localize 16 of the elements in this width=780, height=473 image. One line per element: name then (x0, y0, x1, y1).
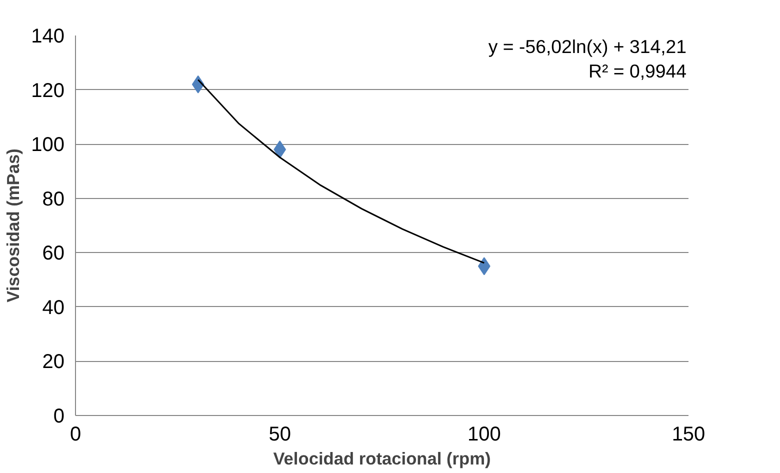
y-tick-label: 100 (31, 134, 65, 156)
x-tick-label: 50 (268, 424, 291, 446)
y-tick-label: 40 (42, 296, 65, 319)
annotation: R² = 0,9944 (588, 60, 687, 82)
x-tick-label: 0 (70, 424, 82, 446)
y-tick-label: 0 (53, 406, 64, 428)
x-tick-label: 150 (672, 424, 706, 446)
x-tick-label: 100 (467, 424, 501, 446)
y-tick-label: 120 (31, 80, 65, 102)
y-axis-title: Viscosidad (mPas) (3, 148, 24, 302)
annotation: y = -56,02ln(x) + 314,21 (488, 36, 687, 58)
y-tick-label: 60 (42, 242, 65, 265)
y-tick-label: 140 (31, 26, 65, 48)
y-tick-label: 80 (42, 188, 65, 210)
y-tick-label: 20 (42, 351, 65, 374)
x-axis-title: Velocidad rotacional (rpm) (273, 448, 491, 468)
